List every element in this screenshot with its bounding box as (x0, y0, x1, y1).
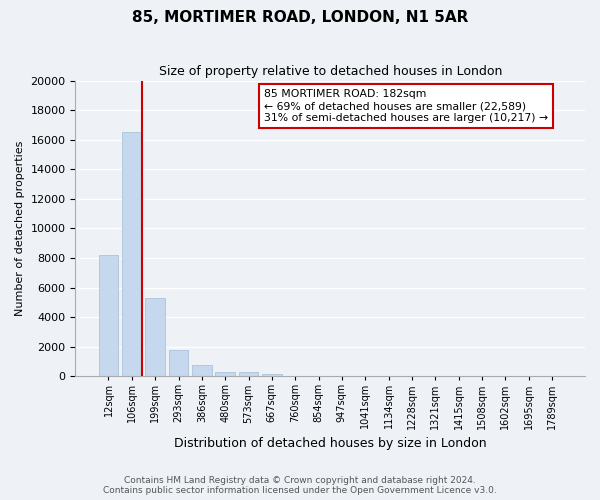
Bar (145, 298, 165, 376)
Text: 85, MORTIMER ROAD, LONDON, N1 5AR: 85, MORTIMER ROAD, LONDON, N1 5AR (132, 10, 468, 25)
Bar (239, 372, 259, 376)
Y-axis label: Number of detached properties: Number of detached properties (15, 140, 25, 316)
Bar (262, 374, 282, 376)
Bar (122, 132, 142, 376)
Text: 85 MORTIMER ROAD: 182sqm
← 69% of detached houses are smaller (22,589)
31% of se: 85 MORTIMER ROAD: 182sqm ← 69% of detach… (264, 90, 548, 122)
Bar (192, 365, 212, 376)
Bar (98, 255, 118, 376)
X-axis label: Distribution of detached houses by size in London: Distribution of detached houses by size … (174, 437, 487, 450)
Title: Size of property relative to detached houses in London: Size of property relative to detached ho… (158, 65, 502, 78)
Bar (215, 372, 235, 376)
Text: Contains HM Land Registry data © Crown copyright and database right 2024.
Contai: Contains HM Land Registry data © Crown c… (103, 476, 497, 495)
Bar (169, 350, 188, 376)
